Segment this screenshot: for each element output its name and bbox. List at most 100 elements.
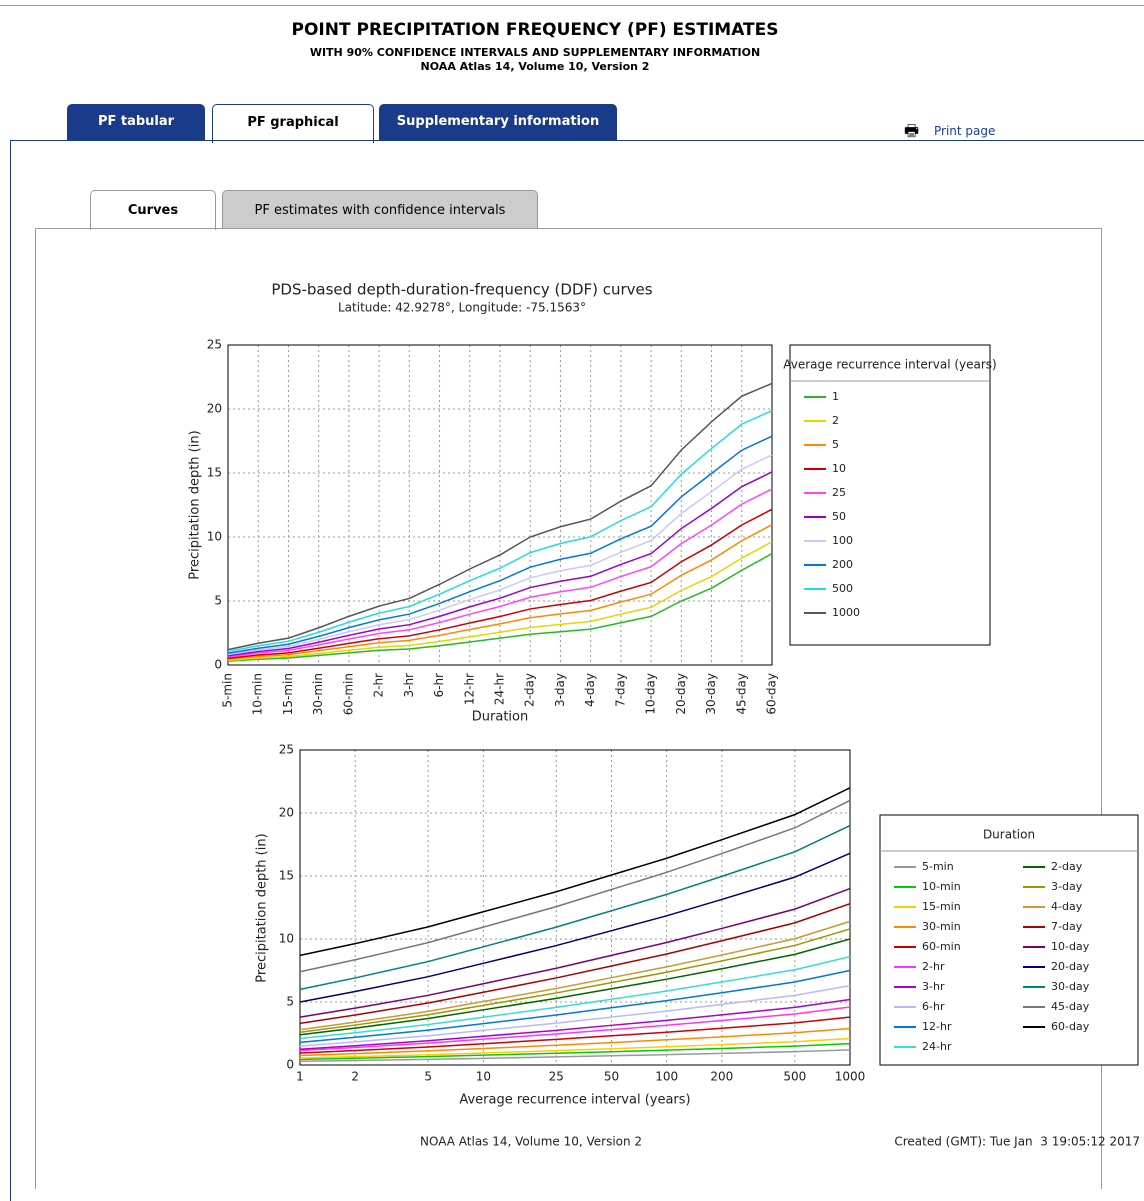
series-line: [299, 928, 851, 1033]
legend-label: 1000: [832, 606, 860, 619]
series-line: [299, 955, 851, 1040]
x-tick-label: 5-min: [221, 673, 235, 708]
series-line: [299, 887, 851, 1018]
series-line: [299, 852, 851, 1003]
legend-label: 30-min: [922, 920, 961, 933]
x-tick-label: 7-day: [613, 673, 627, 707]
x-tick-label: 4-day: [583, 673, 597, 707]
y-tick-label: 0: [214, 658, 222, 672]
x-tick-label: 10: [476, 1070, 491, 1084]
x-tick-label: 10-min: [251, 673, 265, 715]
legend-label: 20-day: [1051, 960, 1090, 973]
page-subtitle: WITH 90% CONFIDENCE INTERVALS AND SUPPLE…: [309, 46, 761, 59]
legend-label: 4-day: [1051, 900, 1083, 913]
series-line: [299, 1016, 851, 1054]
x-tick-label: 50: [604, 1070, 619, 1084]
series-line: [299, 998, 851, 1050]
x-tick-label: 3-hr: [402, 673, 416, 698]
page-version: NOAA Atlas 14, Volume 10, Version 2: [420, 60, 650, 73]
footer-right: Created (GMT): Tue Jan 3 19:05:12 2017: [894, 1135, 1140, 1149]
legend-title: Average recurrence interval (years): [783, 358, 996, 372]
series-line: [299, 984, 851, 1047]
legend-label: 1: [832, 390, 839, 403]
tab[interactable]: Supplementary information: [379, 104, 617, 140]
subpanel: [35, 228, 1102, 1189]
legend-label: 45-day: [1051, 1000, 1090, 1013]
legend-label: 60-min: [922, 940, 961, 953]
panel: [10, 140, 1144, 1201]
series-line: [299, 1027, 851, 1057]
print-link[interactable]: Print page: [934, 124, 996, 138]
y-tick-label: 5: [286, 995, 294, 1009]
x-tick-label: 24-hr: [493, 673, 507, 705]
x-axis-label: Duration: [472, 710, 528, 725]
legend-label: 3-hr: [922, 980, 945, 993]
x-tick-label: 2: [351, 1070, 359, 1084]
x-tick-label: 5: [424, 1070, 432, 1084]
x-tick-label: 200: [710, 1070, 733, 1084]
top-rule: [0, 5, 1144, 6]
y-axis-label: Precipitation depth (in): [188, 430, 203, 579]
x-tick-label: 6-hr: [432, 673, 446, 698]
series-line: [227, 471, 773, 657]
legend-label: 6-hr: [922, 1000, 945, 1013]
legend-label: 5: [832, 438, 839, 451]
series-line: [227, 454, 773, 656]
plot-frame: [227, 344, 773, 666]
subtab[interactable]: Curves: [90, 190, 216, 230]
plot-frame: [299, 749, 851, 1066]
series-line: [227, 524, 773, 660]
legend-label: 200: [832, 558, 853, 571]
x-tick-label: 60-day: [765, 673, 779, 715]
y-tick-label: 25: [207, 338, 222, 352]
legend-label: 5-min: [922, 860, 954, 873]
x-tick-label: 15-min: [281, 673, 295, 715]
tab[interactable]: PF tabular: [67, 104, 205, 140]
series-line: [299, 903, 851, 1025]
series-line: [299, 787, 851, 957]
printer-icon[interactable]: 🖶: [904, 121, 920, 140]
legend-label: 15-min: [922, 900, 961, 913]
legend-box: [789, 344, 991, 646]
tab[interactable]: PF graphical: [212, 104, 374, 143]
chart-subtitle: Latitude: 42.9278°, Longitude: -75.1563°: [338, 301, 586, 315]
chart-title: PDS-based depth-duration-frequency (DDF)…: [271, 281, 652, 299]
x-tick-label: 60-min: [341, 673, 355, 715]
y-tick-label: 5: [214, 594, 222, 608]
series-line: [299, 938, 851, 1036]
series-line: [227, 552, 773, 662]
series-line: [227, 382, 773, 651]
legend-label: 7-day: [1051, 920, 1083, 933]
legend-label: 2-hr: [922, 960, 945, 973]
x-tick-label: 20-day: [674, 673, 688, 715]
y-tick-label: 20: [279, 806, 294, 820]
legend-label: 2-day: [1051, 860, 1083, 873]
y-tick-label: 0: [286, 1058, 294, 1072]
series-line: [299, 1049, 851, 1062]
series-line: [227, 488, 773, 658]
legend-label: 25: [832, 486, 846, 499]
subtab[interactable]: PF estimates with confidence intervals: [222, 190, 538, 229]
x-tick-label: 30-day: [704, 673, 718, 715]
legend-label: 500: [832, 582, 853, 595]
legend-label: 30-day: [1051, 980, 1090, 993]
y-tick-label: 20: [207, 402, 222, 416]
series-line: [299, 1042, 851, 1061]
x-tick-label: 100: [655, 1070, 678, 1084]
x-tick-label: 1000: [835, 1070, 866, 1084]
x-tick-label: 2-day: [523, 673, 537, 707]
series-line: [227, 409, 773, 653]
x-axis-label: Average recurrence interval (years): [459, 1093, 690, 1108]
legend-label: 60-day: [1051, 1020, 1090, 1033]
x-tick-label: 3-day: [553, 673, 567, 707]
series-line: [299, 799, 851, 973]
legend-label: 10-day: [1051, 940, 1090, 953]
legend-label: 100: [832, 534, 853, 547]
legend-title: Duration: [983, 828, 1035, 842]
x-tick-label: 1: [296, 1070, 304, 1084]
x-tick-label: 12-hr: [462, 673, 476, 705]
y-tick-label: 10: [207, 530, 222, 544]
series-line: [227, 541, 773, 662]
